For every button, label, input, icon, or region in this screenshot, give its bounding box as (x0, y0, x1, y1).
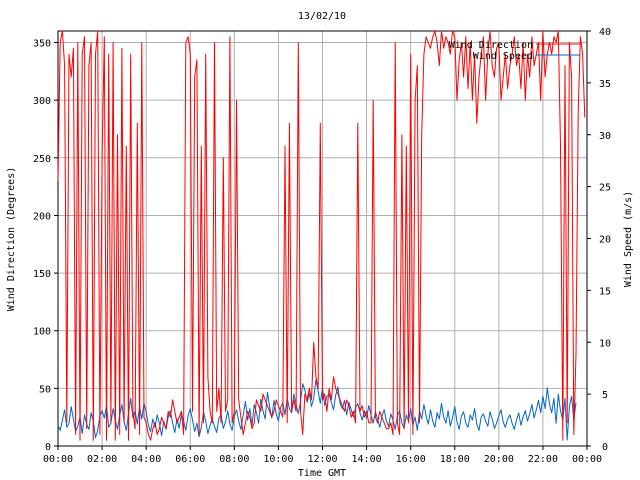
right-tick-label: 35 (599, 79, 611, 90)
series-lines (57, 30, 586, 441)
right-tick-label: 10 (599, 338, 611, 349)
left-tick-label: 150 (33, 269, 51, 280)
right-axis-label: Wind Speed (m/s) (623, 191, 634, 287)
x-tick-label: 04:00 (131, 454, 161, 465)
legend-label: Wind Direction (449, 40, 533, 51)
x-tick-label: 20:00 (484, 454, 514, 465)
left-axis-label: Wind Direction (Degrees) (6, 167, 17, 312)
x-tick-label: 02:00 (87, 454, 117, 465)
right-tick-label: 40 (599, 27, 611, 38)
x-tick-label: 14:00 (352, 454, 382, 465)
x-tick-label: 22:00 (528, 454, 558, 465)
left-tick-label: 200 (33, 211, 51, 222)
x-tick-label: 00:00 (43, 454, 73, 465)
left-axis-ticks: 0 50 100 150 200 250 300 350 (33, 39, 58, 453)
right-tick-label: 5 (602, 390, 608, 401)
grid-lines (58, 31, 587, 446)
x-tick-label: 06:00 (175, 454, 205, 465)
left-tick-label: 50 (39, 384, 51, 395)
x-axis-label: Time GMT (298, 468, 346, 479)
x-axis-ticks: 00:00 02:00 04:00 06:00 08:00 10:00 12:00 14:00… (43, 446, 602, 465)
x-tick-label: 12:00 (307, 454, 337, 465)
x-tick-label: 08:00 (219, 454, 249, 465)
left-tick-label: 250 (33, 154, 51, 165)
legend-label: Wind Speed (473, 51, 533, 62)
series-line-wind-direction (57, 30, 586, 441)
right-tick-label: 0 (602, 442, 608, 453)
right-tick-label: 15 (599, 286, 611, 297)
x-tick-label: 10:00 (263, 454, 293, 465)
left-tick-label: 0 (45, 442, 51, 453)
right-tick-label: 20 (599, 235, 611, 246)
right-axis-ticks: 0 5 10 15 20 25 30 35 40 (587, 27, 611, 453)
left-tick-label: 100 (33, 327, 51, 338)
x-tick-label: 18:00 (440, 454, 470, 465)
right-tick-label: 30 (599, 131, 611, 142)
x-tick-label: 00:00 (572, 454, 602, 465)
left-tick-label: 350 (33, 39, 51, 50)
chart-title: 13/02/10 (298, 11, 346, 22)
left-tick-label: 300 (33, 96, 51, 107)
right-tick-label: 25 (599, 183, 611, 194)
x-tick-label: 16:00 (396, 454, 426, 465)
